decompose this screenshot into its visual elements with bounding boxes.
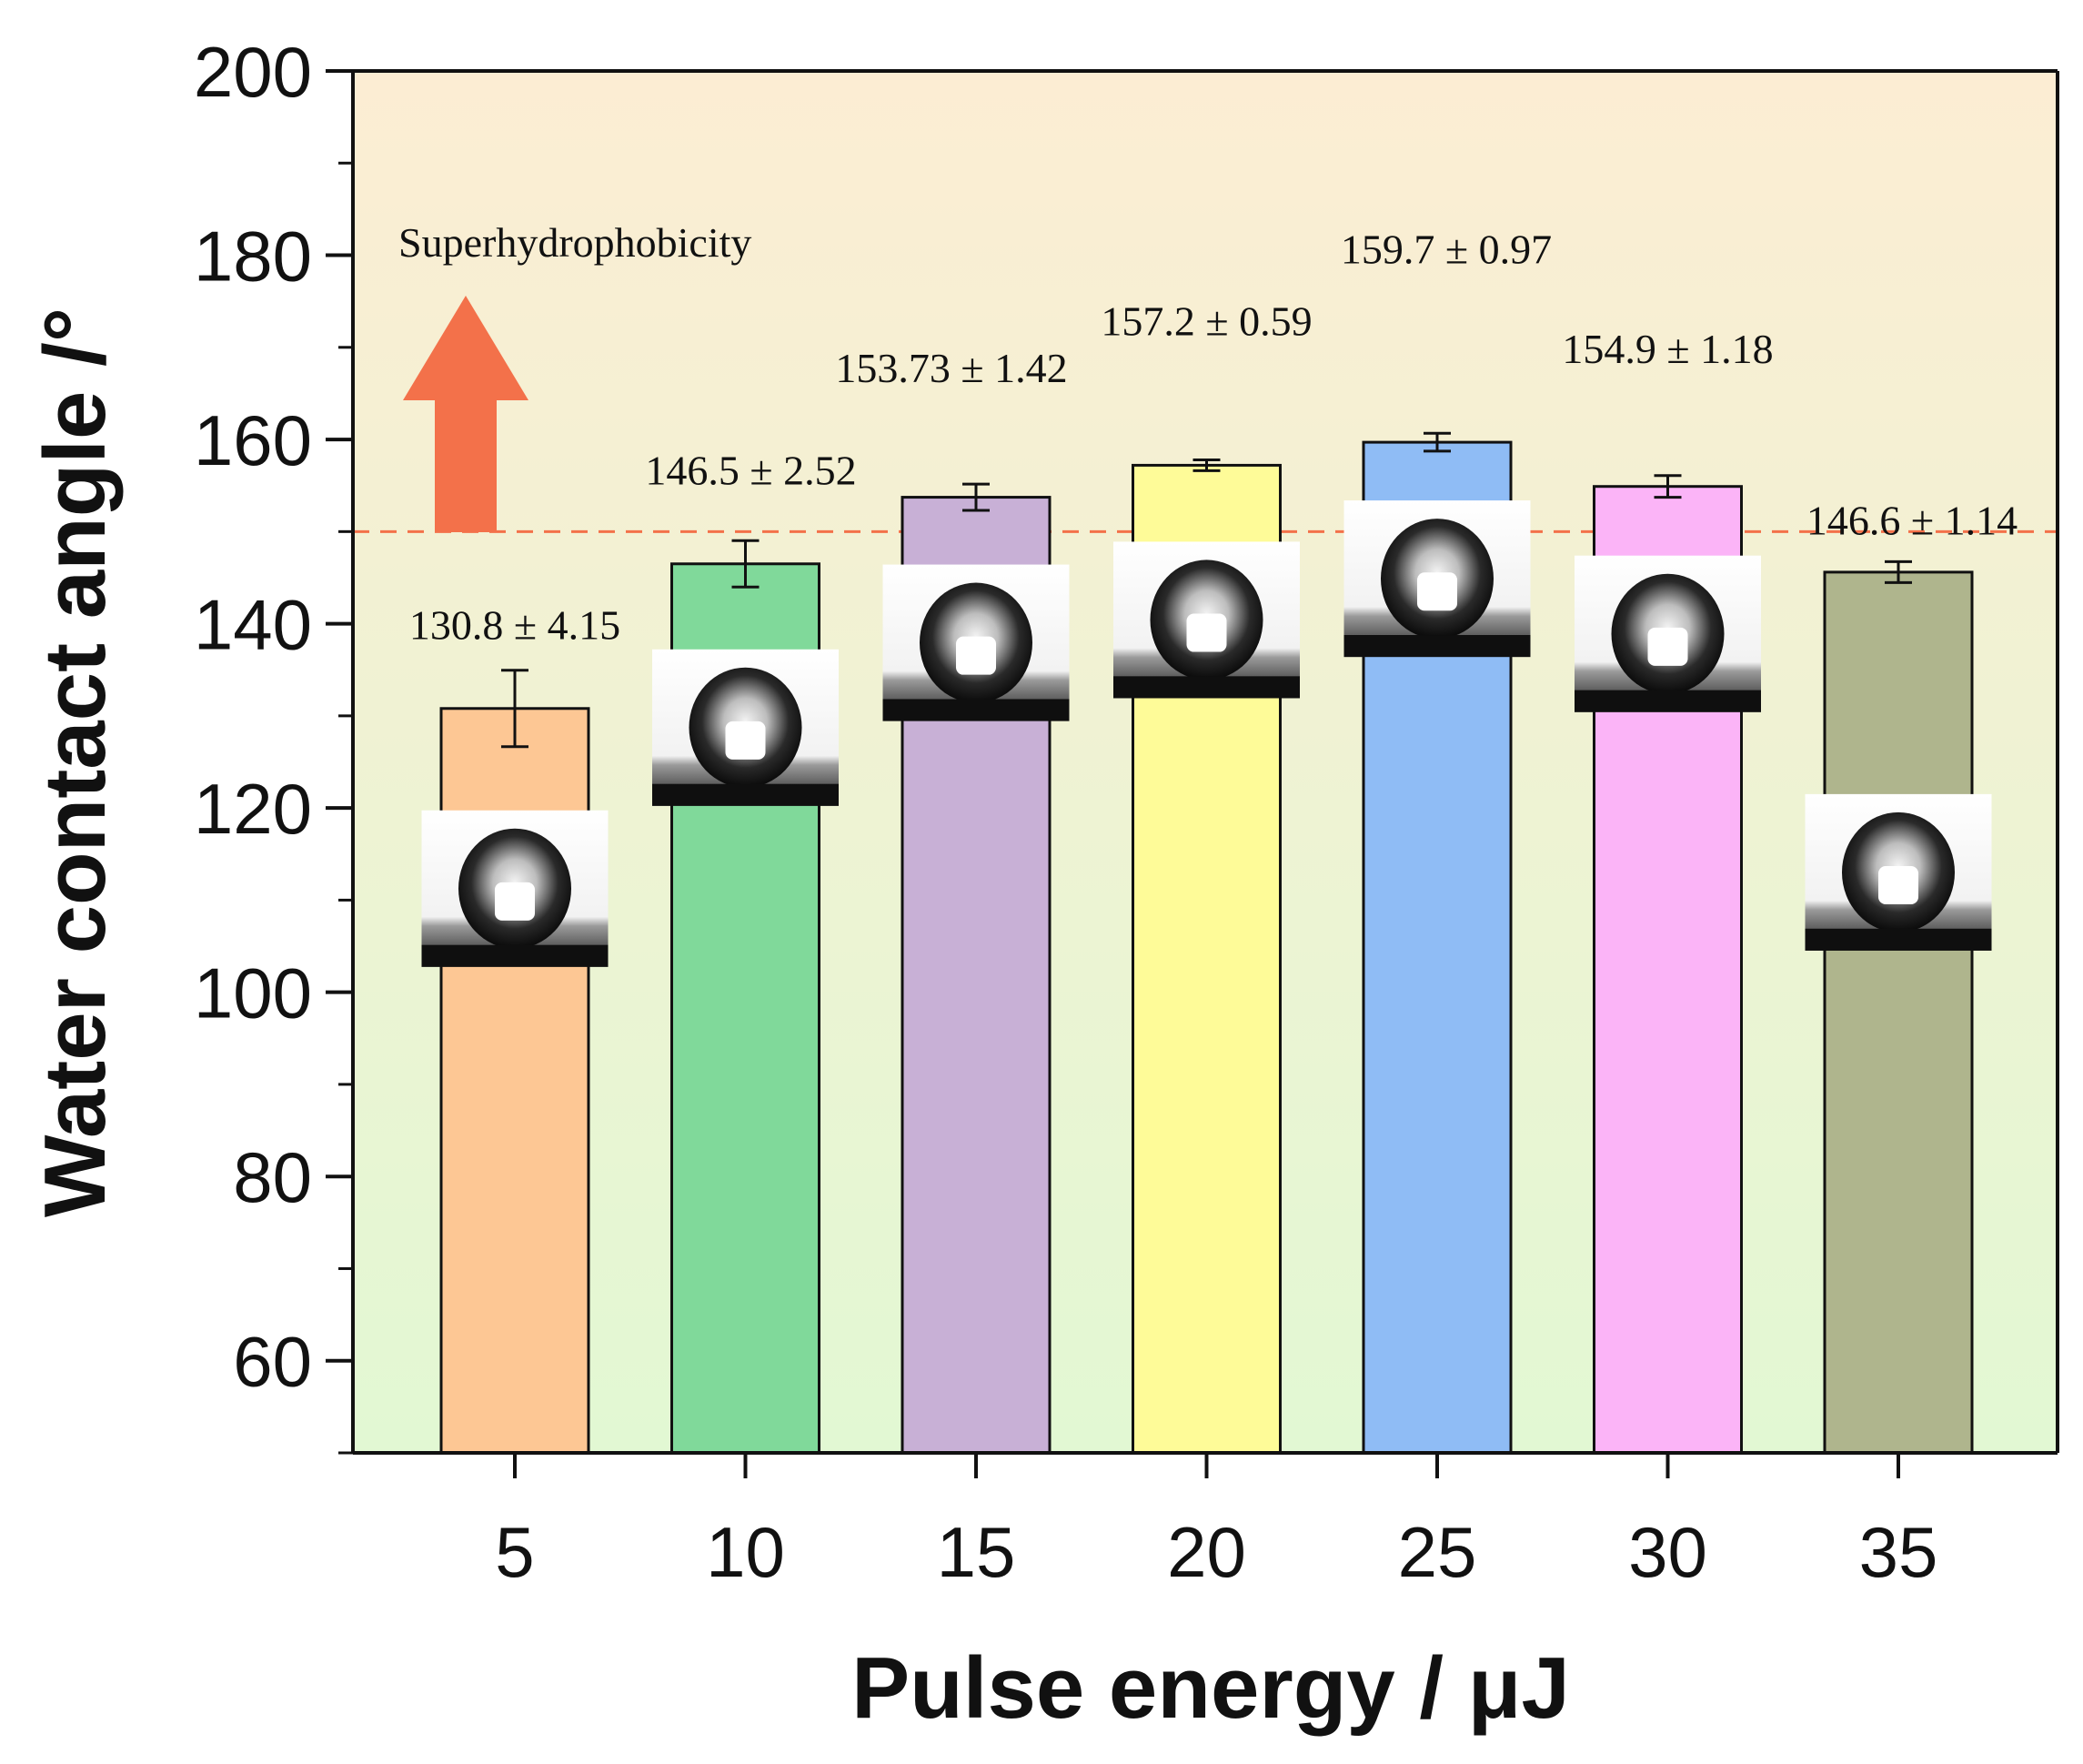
error-bar-15 [962,482,990,512]
x-tick-label-5: 5 [495,1512,534,1592]
error-bar-10 [731,539,760,589]
value-label-35: 146.6 ± 1.14 [1806,497,2018,543]
y-tick-label-180: 180 [194,217,312,297]
x-tick-label-10: 10 [706,1512,785,1592]
y-tick-label-120: 120 [194,769,312,849]
x-tick-label-25: 25 [1398,1512,1477,1592]
error-bar-35 [1885,559,1912,584]
value-label-15: 153.73 ± 1.42 [835,345,1067,391]
x-axis-title: Pulse energy / μJ [851,1639,1570,1737]
x-tick-label-15: 15 [937,1512,1016,1592]
droplet-image-10: water droplet photo [652,649,839,806]
y-tick-label-100: 100 [194,953,312,1033]
x-tick-label-35: 35 [1859,1512,1938,1592]
droplet-image-5: water droplet photo [421,810,609,967]
y-tick-label-200: 200 [194,32,312,112]
error-bar-30 [1654,474,1682,499]
arrow-up-icon [403,296,528,532]
droplet-image-15: water droplet photo [882,564,1070,721]
y-tick-label-80: 80 [233,1137,312,1217]
y-axis-title: Water contact angle /° [26,307,124,1217]
error-bar-5 [501,669,528,749]
x-tick-label-30: 30 [1628,1512,1707,1592]
value-label-25: 159.7 ± 0.97 [1341,226,1552,272]
error-bar-25 [1424,431,1451,453]
y-tick-label-140: 140 [194,585,312,665]
error-bar-20 [1192,458,1221,472]
value-label-5: 130.8 ± 4.15 [409,602,620,649]
droplet-image-20: water droplet photo [1113,541,1300,699]
droplet-image-25: water droplet photo [1343,500,1531,658]
value-label-20: 157.2 ± 0.59 [1101,297,1312,344]
droplet-image-30: water droplet photo [1575,555,1761,712]
x-tick-label-20: 20 [1167,1512,1246,1592]
value-label-30: 154.9 ± 1.18 [1562,326,1773,372]
y-tick-label-160: 160 [194,400,312,480]
droplet-image-35: water droplet photo [1805,793,1992,951]
threshold-label: Superhydrophobicity [398,219,751,266]
y-tick-label-60: 60 [233,1322,312,1402]
value-label-10: 146.5 ± 2.52 [645,447,856,493]
bar-35 [1823,570,1974,1455]
